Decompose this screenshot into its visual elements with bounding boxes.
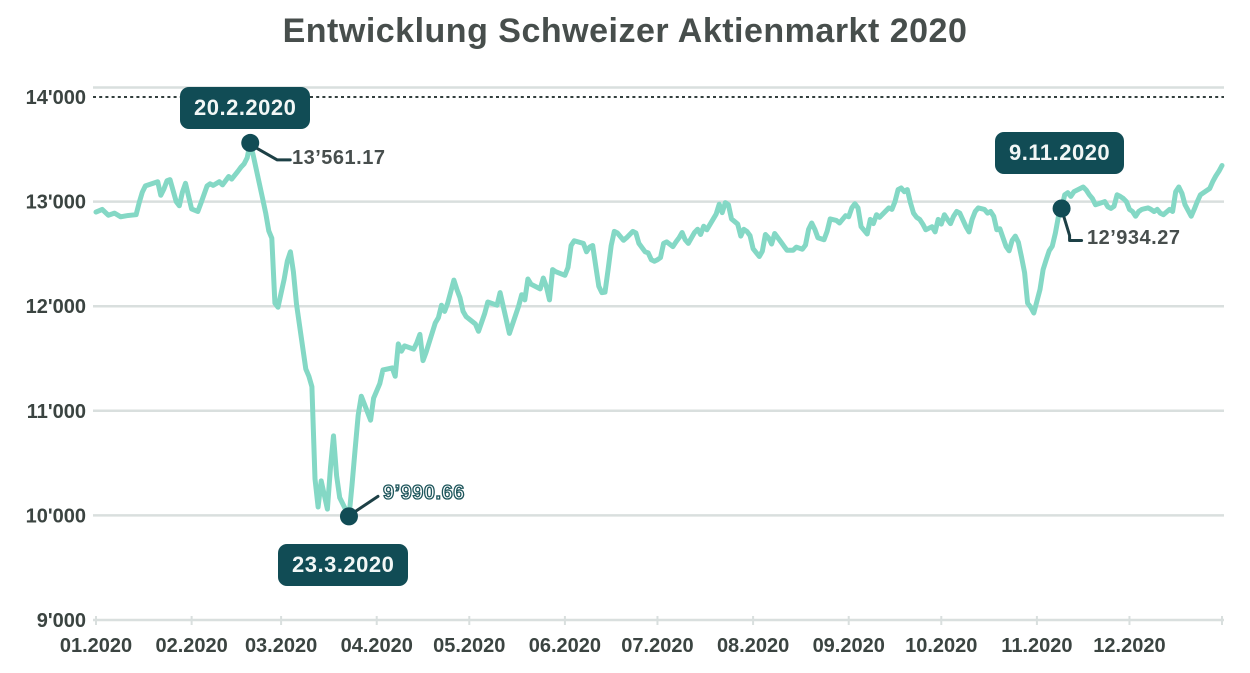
annotation-dot-trough <box>339 507 358 526</box>
annotation-connector-recovery <box>1061 210 1084 242</box>
x-axis-label: 05.2020 <box>433 635 505 657</box>
y-axis-label: 14'000 <box>26 87 86 109</box>
x-axis-label: 01.2020 <box>60 635 132 657</box>
annotation-dot-recovery <box>1052 199 1071 218</box>
chart-title: Entwicklung Schweizer Aktienmarkt 2020 <box>282 12 968 50</box>
annotation-value-trough: 9’990.66 <box>382 481 465 504</box>
x-axis-label: 07.2020 <box>621 635 693 657</box>
x-axis-label: 09.2020 <box>813 635 885 657</box>
annotation-value-recovery: 12’934.27 <box>1087 227 1181 249</box>
annotation-badge-trough-date: 23.3.2020 <box>278 544 409 586</box>
annotation-dot-peak <box>241 133 260 152</box>
x-axis-label: 10.2020 <box>905 635 977 657</box>
y-axis-label: 11'000 <box>27 401 86 423</box>
x-axis-label: 04.2020 <box>341 635 413 657</box>
y-axis-label: 12'000 <box>26 296 86 318</box>
annotation-connector-peak <box>254 146 292 162</box>
x-axis-label: 03.2020 <box>245 635 317 657</box>
annotation-badge-peak-date: 20.2.2020 <box>180 87 311 129</box>
y-axis-label: 10'000 <box>26 505 86 527</box>
x-axis-label: 08.2020 <box>717 635 789 657</box>
annotation-badge-recovery-date: 9.11.2020 <box>995 132 1125 174</box>
annotation-value-peak: 13’561.17 <box>292 147 386 169</box>
x-axis-label: 12.2020 <box>1093 635 1165 657</box>
y-axis-label: 13'000 <box>26 192 86 214</box>
x-axis-label: 02.2020 <box>155 635 227 657</box>
price-line <box>93 140 1225 519</box>
x-axis-label: 11.2020 <box>1001 635 1072 657</box>
x-axis-label: 06.2020 <box>529 635 601 657</box>
y-axis-label: 9'000 <box>37 610 86 632</box>
